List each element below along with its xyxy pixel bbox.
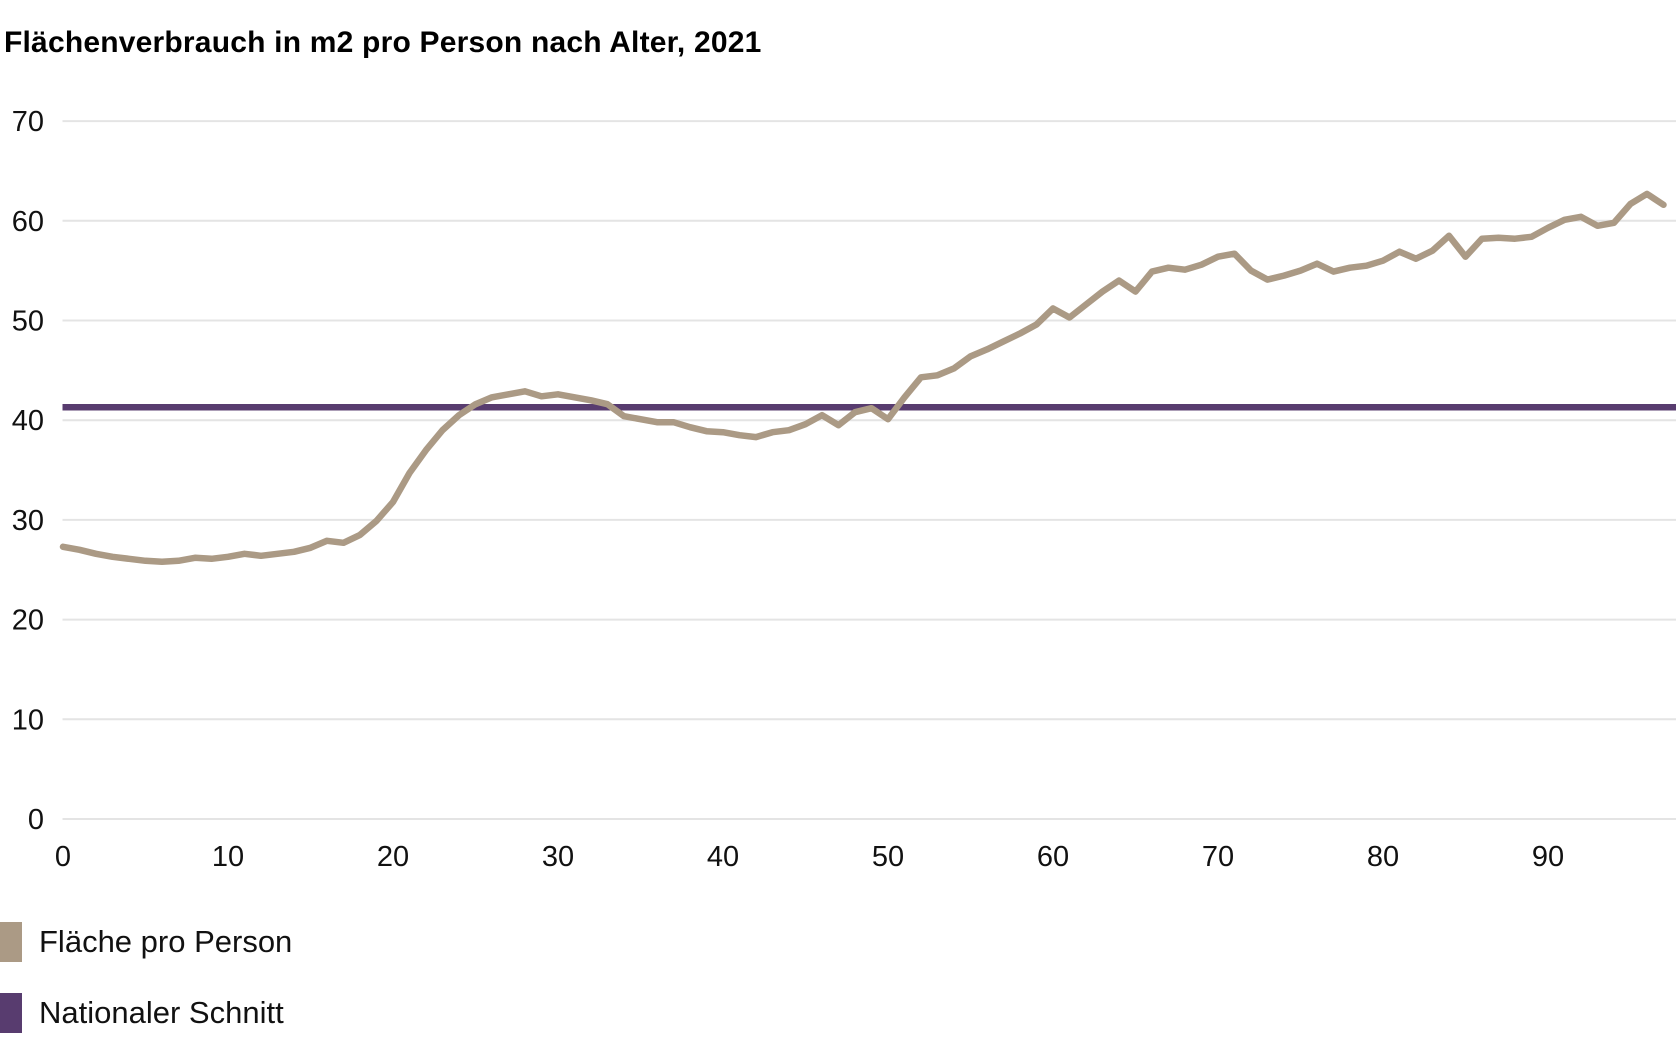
- legend-label: Nationaler Schnitt: [39, 995, 284, 1030]
- y-tick-label-0: 0: [28, 804, 44, 836]
- y-tick-label-20: 20: [12, 605, 44, 637]
- y-tick-label-50: 50: [12, 306, 44, 338]
- legend-swatch-icon: [0, 922, 22, 962]
- x-tick-label-40: 40: [707, 841, 739, 873]
- flaeche-pro-person-line: [59, 190, 1667, 566]
- x-tick-label-80: 80: [1367, 841, 1399, 873]
- x-tick-label-50: 50: [872, 841, 904, 873]
- x-tick-label-0: 0: [55, 841, 71, 873]
- x-tick-label-10: 10: [212, 841, 244, 873]
- x-tick-label-60: 60: [1037, 841, 1069, 873]
- y-tick-label-70: 70: [12, 106, 44, 138]
- x-tick-label-90: 90: [1532, 841, 1564, 873]
- y-tick-label-30: 30: [12, 505, 44, 537]
- y-tick-label-60: 60: [12, 206, 44, 238]
- x-tick-label-30: 30: [542, 841, 574, 873]
- legend-label: Fläche pro Person: [39, 924, 293, 959]
- y-tick-label-40: 40: [12, 405, 44, 437]
- x-tick-label-70: 70: [1202, 841, 1234, 873]
- chart-legend: Fläche pro Person Nationaler Schnitt: [0, 922, 292, 1064]
- y-tick-label-10: 10: [12, 704, 44, 736]
- legend-swatch-icon: [0, 993, 22, 1033]
- page-title: Flächenverbrauch in m2 pro Person nach A…: [4, 26, 762, 60]
- legend-item-flaeche: Fläche pro Person: [0, 922, 292, 962]
- legend-item-schnitt: Nationaler Schnitt: [0, 993, 292, 1033]
- x-tick-label-20: 20: [377, 841, 409, 873]
